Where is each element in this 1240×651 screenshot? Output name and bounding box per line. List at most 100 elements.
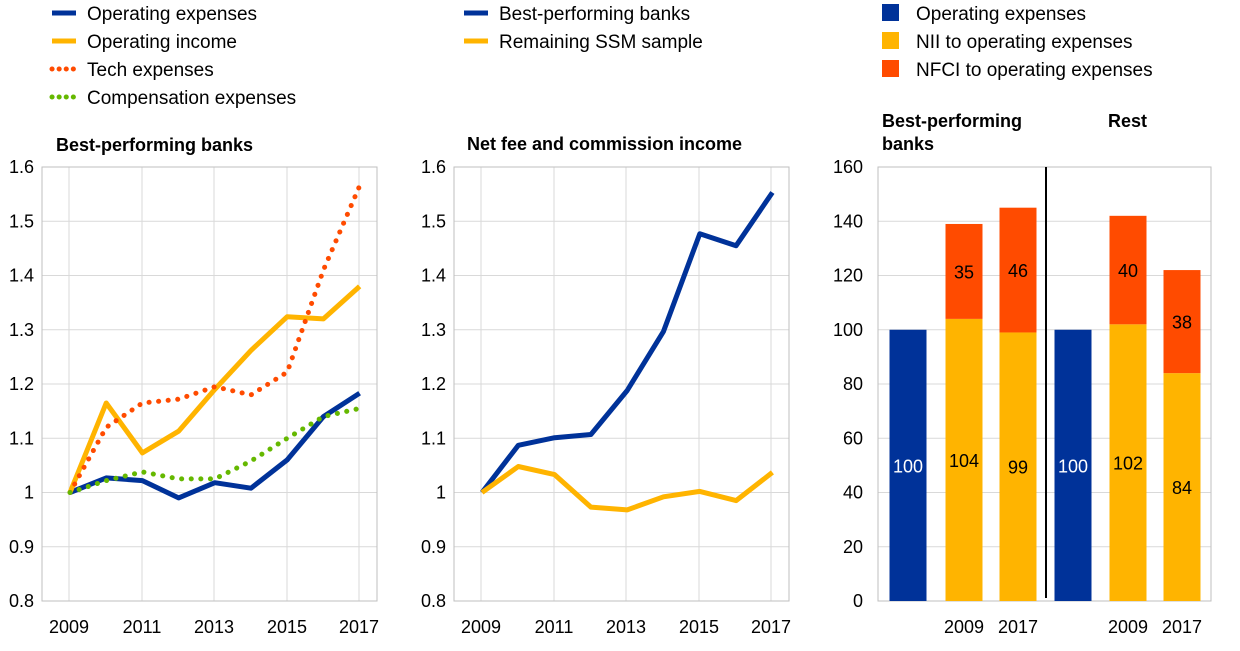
- legend-item-operating-expenses-bar: Operating expenses: [882, 4, 1086, 25]
- bar-nii-to-operating-expenses: [999, 332, 1037, 601]
- bar-nfci-to-operating-expenses: [999, 207, 1037, 333]
- series-line-operating-income: [67, 284, 362, 494]
- plot-frame: [877, 166, 1212, 602]
- y-tick-label: 120: [833, 266, 863, 286]
- x-tick-label: 2015: [267, 617, 307, 637]
- y-tick-label: 20: [843, 537, 863, 557]
- chart-panel-cost-coverage: 0 20 40 60 80 100 120 140 160 100 104 35 2009 99 46 201…: [833, 157, 1212, 637]
- legend-label: Operating expenses: [916, 4, 1086, 25]
- y-tick-label: 0: [853, 591, 863, 611]
- series-line-best-performing-banks: [480, 191, 775, 495]
- x-tick-label: 2017: [1162, 617, 1202, 637]
- plot-frame: [453, 166, 790, 602]
- y-tick-label: 60: [843, 428, 863, 448]
- legend-label: Remaining SSM sample: [499, 32, 703, 53]
- bar-value-label: 102: [1113, 454, 1143, 474]
- series-line-tech-expenses: [67, 183, 363, 495]
- bar-value-label: 46: [1008, 261, 1028, 281]
- bar-nii-to-operating-expenses: [1163, 373, 1201, 601]
- legend-label: Best-performing banks: [499, 4, 690, 25]
- chart-panel-best-performing: 0.8 0.9 1 1.1 1.2 1.3 1.4 1.5 1.6 2009 2011 2013 201…: [9, 157, 379, 637]
- bar-value-label: 104: [949, 451, 979, 471]
- legend-label: Operating expenses: [87, 4, 257, 25]
- legend-item-tech-expenses: Tech expenses: [49, 60, 214, 81]
- y-tick-label: 1.2: [421, 374, 446, 394]
- bar-nii-to-operating-expenses: [945, 318, 983, 601]
- panel1-title: Best-performing banks: [56, 135, 253, 155]
- x-tick-label: 2013: [606, 617, 646, 637]
- x-tick-label: 2013: [194, 617, 234, 637]
- y-tick-label: 100: [833, 320, 863, 340]
- plot-frame: [41, 166, 378, 602]
- x-tick-label: 2009: [944, 617, 984, 637]
- y-tick-label: 0.8: [421, 591, 446, 611]
- bar-value-label: 100: [893, 456, 923, 476]
- x-tick-label: 2015: [679, 617, 719, 637]
- bar-value-label: 99: [1008, 458, 1028, 478]
- bar-nii-to-operating-expenses: [1109, 324, 1147, 601]
- bar-value-label: 100: [1058, 456, 1088, 476]
- y-tick-label: 1: [436, 483, 446, 503]
- panel3-group-title-best: Best-performing banks: [882, 111, 1022, 154]
- legend-panel2: Best-performing banks Remaining SSM samp…: [464, 4, 703, 53]
- legend-item-operating-expenses: Operating expenses: [52, 4, 257, 25]
- bar-nfci-to-operating-expenses: [1163, 270, 1201, 374]
- bar-value-label: 35: [954, 262, 974, 282]
- y-tick-label: 1.5: [9, 211, 34, 231]
- y-tick-label: 1.1: [9, 428, 34, 448]
- y-tick-label: 1.3: [9, 320, 34, 340]
- legend-label: Compensation expenses: [87, 88, 296, 109]
- panel2-title: Net fee and commission income: [467, 134, 742, 154]
- bar-value-label: 38: [1172, 313, 1192, 333]
- legend-label: Tech expenses: [87, 60, 214, 81]
- x-tick-label: 2009: [1108, 617, 1148, 637]
- series-line-compensation-expenses: [67, 405, 363, 495]
- y-tick-label: 140: [833, 211, 863, 231]
- y-tick-label: 1: [24, 483, 34, 503]
- panel3-group-title-rest: Rest: [1108, 111, 1147, 131]
- chart-panel-nfci: 0.8 0.9 1 1.1 1.2 1.3 1.4 1.5 1.6 2009 2011 2013 201…: [421, 157, 791, 637]
- x-tick-label: 2011: [123, 617, 162, 637]
- x-tick-label: 2009: [49, 617, 89, 637]
- y-tick-label: 40: [843, 483, 863, 503]
- bar-value-label: 40: [1118, 261, 1138, 281]
- y-tick-label: 80: [843, 374, 863, 394]
- legend-item-best-performing-banks: Best-performing banks: [464, 4, 690, 25]
- legend-panel3: Operating expenses NII to operating expe…: [882, 4, 1153, 81]
- legend-panel1: Operating expenses Operating income Tech…: [49, 4, 296, 109]
- x-tick-label: 2017: [998, 617, 1038, 637]
- legend-swatch-nfci: [882, 60, 899, 77]
- y-tick-label: 1.4: [9, 266, 34, 286]
- x-tick-label: 2017: [751, 617, 791, 637]
- y-tick-label: 160: [833, 157, 863, 177]
- bar-nfci-to-operating-expenses: [1109, 215, 1147, 325]
- series-line-remaining-ssm-sample: [480, 464, 774, 513]
- y-tick-label: 1.2: [9, 374, 34, 394]
- y-tick-label: 0.9: [421, 537, 446, 557]
- x-tick-label: 2009: [461, 617, 501, 637]
- y-tick-label: 0.8: [9, 591, 34, 611]
- legend-item-nfci: NFCI to operating expenses: [882, 60, 1153, 81]
- y-tick-label: 1.1: [421, 428, 446, 448]
- legend-item-remaining-ssm-sample: Remaining SSM sample: [464, 32, 703, 53]
- y-tick-label: 1.5: [421, 211, 446, 231]
- bar-operating-expenses: [889, 329, 927, 601]
- x-tick-label: 2017: [339, 617, 379, 637]
- x-tick-label: 2011: [535, 617, 574, 637]
- y-tick-label: 1.3: [421, 320, 446, 340]
- legend-item-compensation-expenses: Compensation expenses: [49, 88, 296, 109]
- legend-label: NFCI to operating expenses: [916, 60, 1153, 81]
- bar-operating-expenses: [1054, 329, 1092, 601]
- bar-value-label: 84: [1172, 478, 1192, 498]
- legend-item-operating-income: Operating income: [52, 32, 237, 53]
- bar-nfci-to-operating-expenses: [945, 223, 983, 319]
- legend-item-nii: NII to operating expenses: [882, 32, 1133, 53]
- legend-label: NII to operating expenses: [916, 32, 1133, 53]
- legend-swatch-nii: [882, 32, 899, 49]
- y-tick-label: 1.6: [421, 157, 446, 177]
- y-tick-label: 1.4: [421, 266, 446, 286]
- legend-label: Operating income: [87, 32, 237, 53]
- legend-swatch-operating-expenses-bar: [882, 4, 899, 21]
- y-tick-label: 0.9: [9, 537, 34, 557]
